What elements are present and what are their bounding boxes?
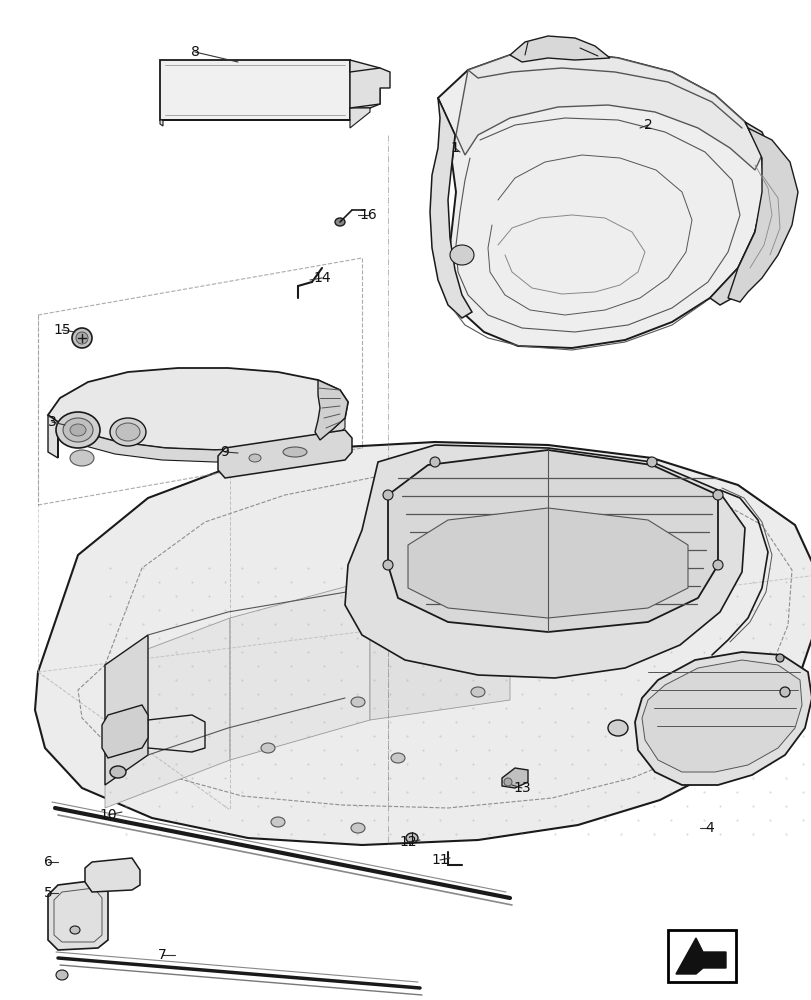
Text: 3: 3 bbox=[48, 415, 56, 429]
Polygon shape bbox=[58, 418, 345, 462]
Polygon shape bbox=[727, 128, 797, 302]
Ellipse shape bbox=[406, 833, 418, 843]
Ellipse shape bbox=[70, 450, 94, 466]
Ellipse shape bbox=[504, 778, 512, 786]
Text: 4: 4 bbox=[705, 821, 714, 835]
Ellipse shape bbox=[76, 332, 88, 344]
Polygon shape bbox=[370, 558, 509, 720]
Polygon shape bbox=[407, 508, 687, 618]
Polygon shape bbox=[105, 618, 230, 808]
Polygon shape bbox=[634, 652, 811, 785]
Polygon shape bbox=[48, 880, 108, 950]
Text: 2: 2 bbox=[643, 118, 651, 132]
Ellipse shape bbox=[350, 697, 365, 707]
Ellipse shape bbox=[430, 457, 440, 467]
Polygon shape bbox=[160, 60, 370, 120]
Polygon shape bbox=[437, 52, 763, 348]
Polygon shape bbox=[345, 445, 744, 678]
Polygon shape bbox=[642, 660, 801, 772]
Ellipse shape bbox=[283, 447, 307, 457]
Text: 1: 1 bbox=[450, 141, 459, 155]
Text: 16: 16 bbox=[358, 208, 376, 222]
Ellipse shape bbox=[260, 743, 275, 753]
Ellipse shape bbox=[383, 560, 393, 570]
Ellipse shape bbox=[350, 823, 365, 833]
Polygon shape bbox=[35, 442, 811, 845]
Bar bbox=[667, 930, 735, 982]
Ellipse shape bbox=[383, 490, 393, 500]
Text: 13: 13 bbox=[513, 781, 530, 795]
Ellipse shape bbox=[70, 926, 80, 934]
Ellipse shape bbox=[116, 423, 139, 441]
Ellipse shape bbox=[63, 418, 93, 442]
Polygon shape bbox=[709, 122, 777, 305]
Polygon shape bbox=[350, 60, 380, 108]
Ellipse shape bbox=[646, 457, 656, 467]
Polygon shape bbox=[217, 430, 351, 478]
Ellipse shape bbox=[249, 454, 260, 462]
Ellipse shape bbox=[775, 654, 783, 662]
Ellipse shape bbox=[712, 560, 722, 570]
Text: 6: 6 bbox=[44, 855, 53, 869]
Ellipse shape bbox=[470, 687, 484, 697]
Ellipse shape bbox=[109, 418, 146, 446]
Polygon shape bbox=[160, 108, 370, 128]
Polygon shape bbox=[315, 380, 348, 440]
Ellipse shape bbox=[109, 766, 126, 778]
Polygon shape bbox=[388, 450, 717, 632]
Ellipse shape bbox=[712, 490, 722, 500]
Polygon shape bbox=[456, 52, 761, 170]
Polygon shape bbox=[509, 36, 609, 62]
Ellipse shape bbox=[449, 245, 474, 265]
Text: 14: 14 bbox=[313, 271, 330, 285]
Text: 11: 11 bbox=[431, 853, 448, 867]
Ellipse shape bbox=[607, 720, 627, 736]
Polygon shape bbox=[230, 580, 370, 760]
Polygon shape bbox=[48, 368, 348, 450]
Polygon shape bbox=[501, 768, 527, 788]
Polygon shape bbox=[430, 98, 471, 318]
Polygon shape bbox=[676, 938, 725, 974]
Polygon shape bbox=[48, 415, 58, 458]
Polygon shape bbox=[102, 705, 148, 758]
Text: 15: 15 bbox=[54, 323, 71, 337]
Ellipse shape bbox=[56, 412, 100, 448]
Ellipse shape bbox=[56, 970, 68, 980]
Text: 9: 9 bbox=[221, 445, 230, 459]
Text: 7: 7 bbox=[157, 948, 166, 962]
Text: 10: 10 bbox=[99, 808, 117, 822]
Ellipse shape bbox=[271, 817, 285, 827]
Ellipse shape bbox=[335, 218, 345, 226]
Ellipse shape bbox=[391, 753, 405, 763]
Text: 8: 8 bbox=[191, 45, 200, 59]
Text: 5: 5 bbox=[44, 886, 53, 900]
Polygon shape bbox=[105, 635, 148, 785]
Ellipse shape bbox=[70, 424, 86, 436]
Ellipse shape bbox=[72, 328, 92, 348]
Text: 12: 12 bbox=[399, 835, 416, 849]
Polygon shape bbox=[85, 858, 139, 892]
Polygon shape bbox=[350, 68, 389, 108]
Ellipse shape bbox=[779, 687, 789, 697]
